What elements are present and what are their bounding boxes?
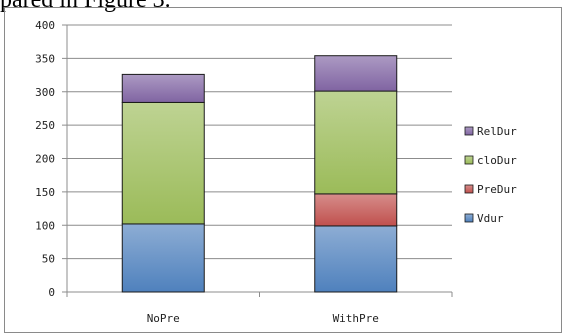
y-tick-label: 100 bbox=[35, 219, 55, 232]
y-tick-label: 50 bbox=[42, 253, 55, 266]
legend: RelDur cloDur PreDur Vdur bbox=[464, 125, 517, 225]
bar-segment-predur-withpre bbox=[314, 193, 398, 227]
bar-segment-clodur-withpre bbox=[314, 90, 398, 195]
caption-fragment: pared in Figure 3. bbox=[0, 0, 171, 13]
y-tick-label: 350 bbox=[35, 52, 55, 65]
x-tick-label: WithPre bbox=[333, 312, 379, 325]
y-tick-label: 250 bbox=[35, 119, 55, 132]
y-tick-label: 200 bbox=[35, 153, 55, 166]
x-tick-label: NoPre bbox=[147, 312, 180, 325]
legend-swatch-clodur bbox=[464, 155, 474, 165]
legend-label-predur: PreDur bbox=[477, 183, 517, 196]
legend-swatch-vdur bbox=[464, 213, 474, 223]
y-tick-label: 0 bbox=[48, 286, 55, 299]
legend-label-reldur: RelDur bbox=[477, 125, 517, 138]
legend-label-vdur: Vdur bbox=[477, 212, 504, 225]
bar-segment-vdur-nopre bbox=[121, 223, 205, 293]
y-tick-labels: 0 50 100 150 200 250 300 350 400 bbox=[35, 19, 55, 299]
bar-segment-reldur-withpre bbox=[314, 55, 398, 92]
legend-swatch-reldur bbox=[464, 126, 474, 136]
y-tick-label: 300 bbox=[35, 86, 55, 99]
bar-segment-vdur-withpre bbox=[314, 225, 398, 293]
bars bbox=[121, 55, 398, 293]
x-tick-labels: NoPre WithPre bbox=[147, 312, 379, 325]
chart-frame bbox=[4, 7, 562, 333]
legend-swatch-predur bbox=[464, 184, 474, 194]
bar-segment-reldur-nopre bbox=[121, 73, 205, 103]
bar-segment-clodur-nopre bbox=[121, 101, 205, 225]
y-tick-label: 400 bbox=[35, 19, 55, 32]
legend-label-clodur: cloDur bbox=[477, 154, 517, 167]
y-tick-label: 150 bbox=[35, 186, 55, 199]
